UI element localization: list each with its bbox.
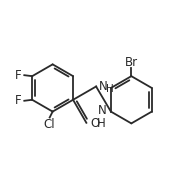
Text: Cl: Cl xyxy=(44,118,56,131)
Text: F: F xyxy=(15,94,22,107)
Text: N: N xyxy=(99,80,108,93)
Text: N: N xyxy=(98,104,106,117)
Text: H: H xyxy=(106,84,114,94)
Text: F: F xyxy=(15,69,22,82)
Text: H: H xyxy=(97,117,106,130)
Text: Br: Br xyxy=(125,56,138,69)
Text: O: O xyxy=(90,117,100,130)
